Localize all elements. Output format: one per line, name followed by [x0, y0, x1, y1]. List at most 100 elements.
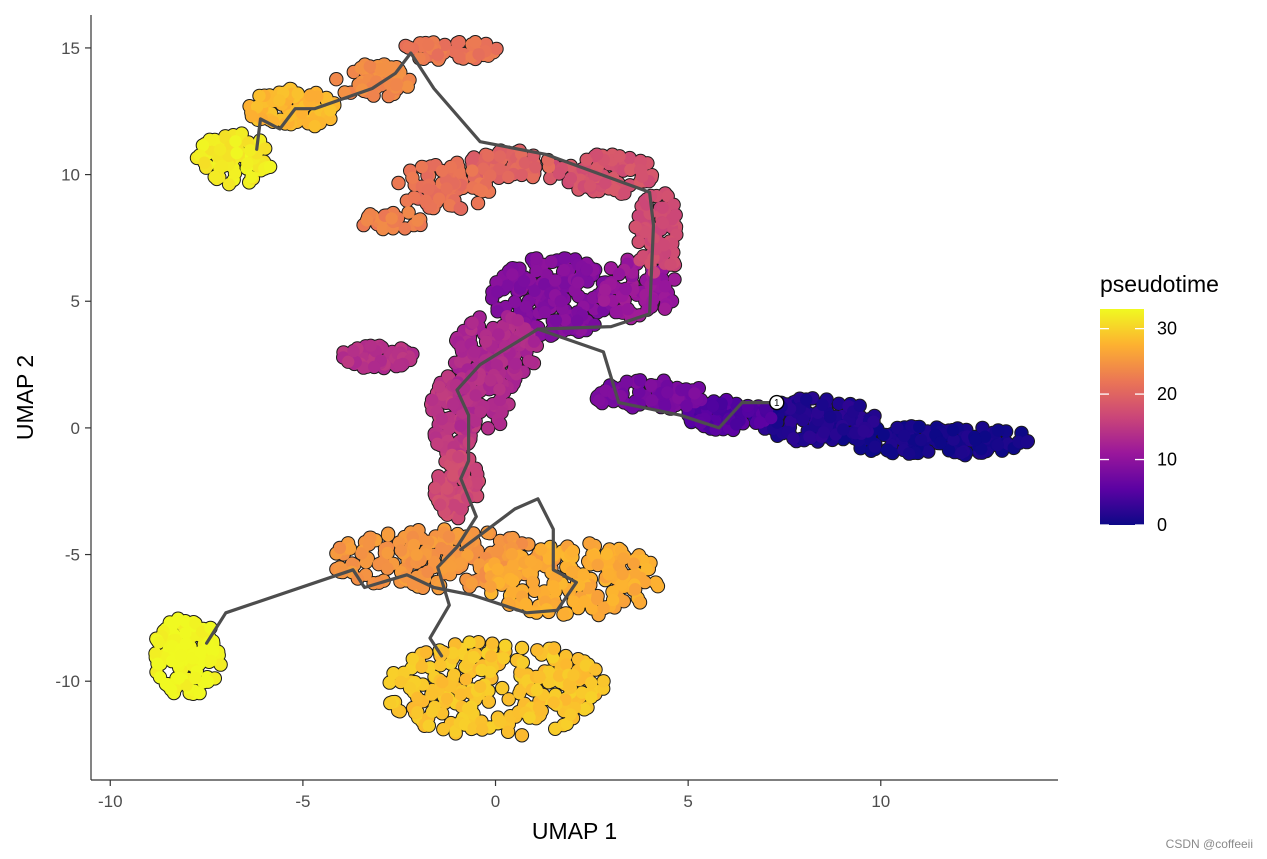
data-point: [189, 617, 202, 630]
data-point: [406, 652, 419, 666]
data-point: [519, 300, 532, 313]
legend-title: pseudotime: [1100, 271, 1219, 297]
data-point: [571, 276, 585, 289]
data-point: [564, 708, 577, 721]
data-point: [402, 41, 415, 54]
data-point: [557, 608, 570, 621]
data-point: [440, 182, 453, 195]
data-point: [493, 383, 506, 396]
data-point: [479, 335, 493, 348]
data-point: [466, 316, 479, 329]
data-point: [431, 48, 444, 61]
y-tick-label: 10: [61, 166, 80, 185]
data-point: [922, 445, 935, 458]
data-point: [942, 444, 956, 457]
data-point: [196, 139, 210, 152]
data-point: [579, 659, 592, 672]
data-point: [422, 719, 435, 732]
data-point: [493, 417, 507, 431]
data-point: [547, 580, 560, 593]
data-point: [545, 255, 558, 268]
data-point: [490, 42, 503, 56]
data-point: [853, 399, 866, 412]
trajectory-segment: [428, 327, 779, 658]
data-point: [486, 637, 499, 650]
data-point: [902, 447, 916, 460]
data-point: [606, 593, 620, 607]
data-point: [578, 703, 591, 716]
data-point: [644, 379, 658, 392]
data-point: [753, 416, 767, 429]
data-point: [583, 537, 596, 550]
data-point: [446, 646, 459, 660]
data-point: [455, 340, 468, 353]
data-point: [481, 422, 495, 435]
data-point: [616, 567, 629, 581]
data-point: [376, 222, 390, 236]
data-point: [530, 252, 543, 265]
data-point: [526, 575, 539, 589]
data-point: [632, 209, 645, 223]
legend-tick-label: 10: [1157, 450, 1177, 470]
data-point: [472, 183, 486, 196]
data-point: [451, 37, 464, 50]
legend-colorbar: [1100, 309, 1144, 525]
x-axis-ticks: -10 -5 0 5 10: [98, 780, 890, 811]
data-point: [381, 546, 394, 560]
data-point: [538, 305, 552, 319]
data-point: [580, 153, 593, 166]
data-point: [542, 665, 556, 678]
y-tick-label: -5: [65, 546, 80, 565]
data-point: [599, 176, 612, 190]
data-point: [526, 170, 540, 184]
data-point: [615, 578, 628, 591]
data-point: [934, 436, 947, 449]
data-point: [374, 62, 387, 75]
data-point: [490, 359, 504, 372]
data-point: [633, 596, 647, 609]
data-point: [534, 543, 548, 556]
data-point: [623, 151, 636, 165]
data-point: [803, 430, 816, 443]
data-point: [591, 558, 604, 572]
data-point: [362, 538, 376, 551]
data-point: [198, 156, 211, 169]
data-point: [421, 565, 434, 578]
data-point: [368, 360, 381, 374]
data-point: [946, 424, 960, 437]
data-point: [473, 680, 487, 693]
data-point: [633, 385, 646, 399]
data-point: [229, 135, 242, 148]
data-point: [597, 294, 611, 307]
data-point: [515, 729, 529, 742]
data-point: [382, 89, 395, 103]
data-point: [291, 87, 304, 100]
data-point: [482, 695, 495, 708]
data-point: [443, 422, 456, 435]
data-point: [857, 424, 870, 438]
data-point: [898, 429, 911, 442]
data-point: [394, 544, 408, 557]
data-point: [554, 295, 567, 308]
data-point: [796, 413, 810, 427]
data-point: [560, 658, 573, 671]
data-point: [465, 154, 478, 167]
legend-tick-label: 0: [1157, 515, 1167, 535]
root-node-label: 1: [774, 398, 780, 409]
data-point: [617, 552, 630, 565]
data-point: [443, 199, 456, 212]
data-point: [658, 302, 672, 315]
data-point: [470, 489, 484, 503]
legend-tick-label: 30: [1157, 319, 1177, 339]
data-point: [435, 412, 448, 426]
data-point: [832, 397, 845, 410]
data-point: [385, 61, 398, 74]
y-axis-title: UMAP 2: [12, 355, 38, 440]
data-point: [688, 387, 701, 400]
data-point: [529, 161, 542, 174]
data-point: [627, 557, 640, 570]
data-point: [411, 214, 424, 227]
data-point: [597, 675, 610, 688]
